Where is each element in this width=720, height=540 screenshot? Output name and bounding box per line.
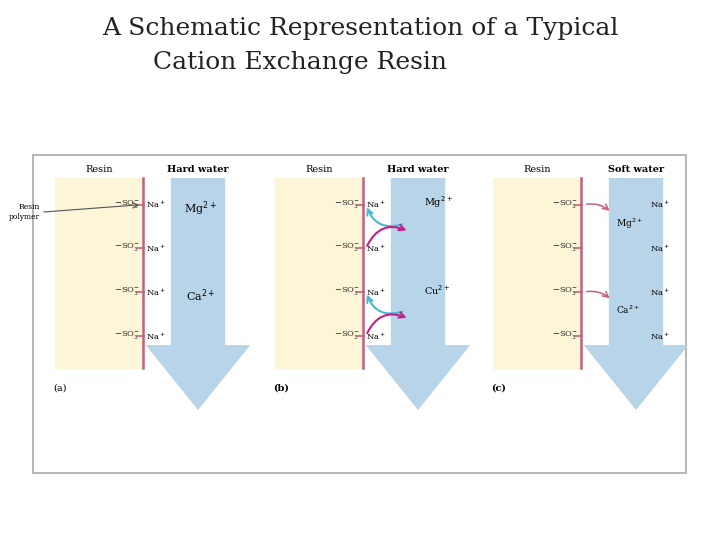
Text: Na$^+$: Na$^+$ (146, 286, 166, 298)
Text: Na$^+$: Na$^+$ (650, 242, 670, 254)
Text: Resin: Resin (85, 165, 113, 174)
Text: Soft water: Soft water (608, 165, 664, 174)
FancyArrow shape (584, 178, 688, 410)
Text: Resin: Resin (305, 165, 333, 174)
Text: $-$SO$_3^{-}$: $-$SO$_3^{-}$ (552, 286, 578, 298)
Text: Hard water: Hard water (387, 165, 449, 174)
Text: $-$SO$_3^{-}$: $-$SO$_3^{-}$ (114, 329, 140, 342)
Text: Mg$^{2+}$: Mg$^{2+}$ (423, 195, 452, 211)
Text: Ca$^{2+}$: Ca$^{2+}$ (186, 288, 215, 305)
Text: Mg$^{2+}$: Mg$^{2+}$ (616, 217, 643, 231)
Text: (c): (c) (491, 384, 506, 393)
Text: $-$SO$_3^{-}$: $-$SO$_3^{-}$ (552, 199, 578, 211)
Text: $-$SO$_3^{-}$: $-$SO$_3^{-}$ (334, 329, 360, 342)
Text: Resin: Resin (523, 165, 551, 174)
Text: Mg$^{2+}$: Mg$^{2+}$ (184, 199, 217, 218)
Text: (a): (a) (53, 384, 66, 393)
Text: Resin
polymer: Resin polymer (9, 203, 40, 221)
Text: Na$^+$: Na$^+$ (146, 199, 166, 211)
Text: Na$^+$: Na$^+$ (650, 199, 670, 211)
Text: Hard water: Hard water (167, 165, 229, 174)
Text: Na$^+$: Na$^+$ (366, 199, 386, 211)
Text: Na$^+$: Na$^+$ (366, 286, 386, 298)
Bar (275, 178, 363, 368)
Text: A Schematic Representation of a Typical: A Schematic Representation of a Typical (102, 17, 618, 39)
Text: (b): (b) (273, 384, 289, 393)
Text: $-$SO$_3^{-}$: $-$SO$_3^{-}$ (552, 329, 578, 342)
Text: Na$^+$: Na$^+$ (650, 330, 670, 341)
Bar (493, 178, 581, 368)
Text: $-$SO$_3^{-}$: $-$SO$_3^{-}$ (114, 199, 140, 211)
Text: Na$^+$: Na$^+$ (366, 242, 386, 254)
Text: Na$^+$: Na$^+$ (366, 330, 386, 341)
Text: $-$SO$_3^{-}$: $-$SO$_3^{-}$ (114, 286, 140, 298)
Bar (33, 155, 686, 473)
Text: Ca$^{2+}$: Ca$^{2+}$ (616, 304, 640, 316)
FancyArrow shape (145, 178, 251, 410)
Text: Cation Exchange Resin: Cation Exchange Resin (153, 51, 447, 73)
Text: $-$SO$_3^{-}$: $-$SO$_3^{-}$ (334, 242, 360, 254)
Text: $-$SO$_3^{-}$: $-$SO$_3^{-}$ (552, 242, 578, 254)
Text: Na$^+$: Na$^+$ (650, 286, 670, 298)
Text: Cu$^{2+}$: Cu$^{2+}$ (423, 283, 450, 297)
Bar (55, 178, 143, 368)
Text: Na$^+$: Na$^+$ (146, 242, 166, 254)
Text: Na$^+$: Na$^+$ (146, 330, 166, 341)
Text: $-$SO$_3^{-}$: $-$SO$_3^{-}$ (334, 199, 360, 211)
FancyArrow shape (366, 178, 470, 410)
Text: $-$SO$_3^{-}$: $-$SO$_3^{-}$ (334, 286, 360, 298)
Text: $-$SO$_3^{-}$: $-$SO$_3^{-}$ (114, 242, 140, 254)
